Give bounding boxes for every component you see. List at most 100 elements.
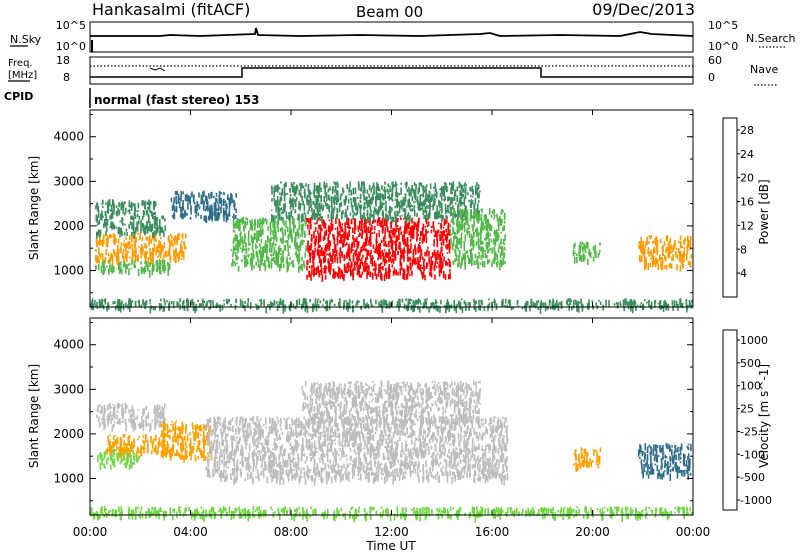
power-cell <box>328 197 331 201</box>
power-cell <box>105 202 107 206</box>
power-cell <box>141 215 144 221</box>
power-cell <box>310 224 312 230</box>
power-cell <box>660 306 662 310</box>
power-cell <box>437 249 439 257</box>
power-cell <box>336 236 339 240</box>
power-cell <box>373 207 376 213</box>
power-cell <box>283 183 286 191</box>
power-cell <box>252 253 255 259</box>
power-cell <box>406 305 409 312</box>
power-cell <box>173 213 176 220</box>
power-cell <box>390 236 393 243</box>
power-cell <box>355 248 358 252</box>
power-cell <box>392 270 395 276</box>
power-cell <box>168 305 170 311</box>
power-cell <box>384 181 386 185</box>
power-cell <box>680 253 683 260</box>
power-cell <box>679 302 682 307</box>
freq-label-top: Freq. <box>8 58 33 69</box>
power-cell <box>329 229 331 235</box>
power-cell <box>302 298 305 301</box>
power-cell <box>279 213 281 219</box>
power-cell <box>264 250 266 253</box>
power-cell <box>463 188 465 193</box>
power-cell <box>346 214 348 222</box>
power-cell <box>410 266 412 271</box>
power-cell <box>476 193 479 199</box>
power-cell <box>476 209 479 216</box>
power-cell <box>345 195 348 201</box>
velocity-cell <box>196 424 199 427</box>
power-cell <box>122 264 125 268</box>
power-cell <box>359 213 362 220</box>
velocity-cell <box>193 432 195 439</box>
power-cell <box>112 301 114 305</box>
power-cell <box>107 260 110 264</box>
power-cell <box>141 237 144 241</box>
velocity-cell <box>142 434 145 438</box>
power-cell <box>384 192 386 200</box>
power-cell <box>370 208 372 217</box>
power-cell <box>374 247 377 254</box>
power-cell <box>105 249 107 256</box>
power-cell <box>250 258 252 267</box>
power-cell <box>368 185 371 191</box>
power-cell <box>399 226 402 231</box>
power-cell <box>687 240 689 245</box>
power-cell <box>307 210 309 215</box>
power-cell <box>179 298 181 303</box>
power-cell <box>187 202 189 210</box>
power-cell <box>332 249 334 257</box>
velocity-cell <box>431 437 434 443</box>
freq-frame <box>89 56 694 85</box>
power-cell <box>270 246 273 253</box>
power-cell <box>417 200 419 205</box>
power-cell <box>297 256 299 262</box>
power-cell <box>113 225 116 230</box>
power-cell <box>118 202 121 206</box>
velocity-cell <box>133 441 135 448</box>
power-cell <box>479 262 482 265</box>
power-cell <box>442 185 445 193</box>
power-cell <box>313 186 316 192</box>
power-cell <box>99 253 102 259</box>
power-cell <box>384 240 387 247</box>
power-cell <box>391 233 394 236</box>
velocity-cell <box>132 408 135 416</box>
velocity-cell <box>150 435 152 443</box>
nsky-trace <box>90 27 694 37</box>
power-cell <box>552 300 554 306</box>
velocity-cell <box>109 449 111 453</box>
power-cell <box>331 188 334 195</box>
power-cell <box>137 269 140 277</box>
velocity-cell <box>133 415 136 421</box>
power-cell <box>251 219 253 226</box>
velocity-cell <box>144 447 147 450</box>
power-cell <box>307 242 309 247</box>
power-cell <box>353 226 356 234</box>
power-cell <box>445 228 447 233</box>
power-cell <box>249 243 252 245</box>
power-cell <box>383 242 385 247</box>
power-cell <box>286 215 288 219</box>
power-cell <box>445 306 447 314</box>
power-cell <box>180 190 182 196</box>
power-cell <box>239 247 242 250</box>
power-cell <box>343 236 346 242</box>
power-cell <box>560 300 563 308</box>
power-cell <box>280 192 283 196</box>
velocity-cell <box>151 450 153 455</box>
power-cell <box>441 208 443 214</box>
power-cell <box>335 217 337 225</box>
power-cell <box>427 195 430 203</box>
power-cell <box>473 298 475 304</box>
power-cell <box>414 222 417 227</box>
power-cell <box>340 201 343 207</box>
velocity-cell <box>145 405 148 411</box>
power-cell <box>324 223 327 229</box>
velocity-cell <box>165 454 168 458</box>
power-cell <box>474 302 476 306</box>
power-cell <box>475 208 478 213</box>
velocity-cell <box>202 430 205 438</box>
power-cell <box>423 265 426 271</box>
